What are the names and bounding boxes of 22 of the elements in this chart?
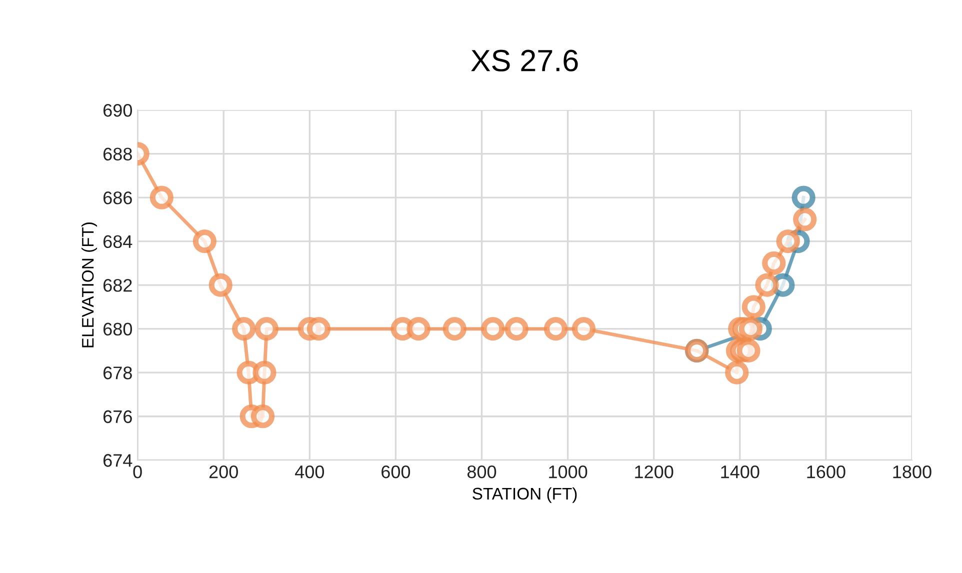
x-tick-label: 800 bbox=[467, 465, 496, 478]
x-tick-label: 1000 bbox=[549, 465, 588, 478]
y-tick-label: 680 bbox=[104, 322, 132, 336]
chart-title: XS 27.6 bbox=[471, 50, 578, 72]
y-axis-title: ELEVATION (FT) bbox=[81, 222, 98, 348]
x-tick-label: 1400 bbox=[721, 465, 760, 478]
y-tick-label: 676 bbox=[104, 410, 132, 424]
x-tick-label: 1600 bbox=[807, 465, 846, 478]
y-tick-label: 674 bbox=[104, 454, 132, 467]
x-tick-label: 600 bbox=[382, 465, 410, 478]
y-tick-label: 682 bbox=[104, 279, 132, 292]
x-axis-title: STATION (FT) bbox=[472, 487, 577, 503]
y-tick-label: 686 bbox=[104, 191, 132, 204]
y-tick-label: 690 bbox=[104, 104, 132, 117]
x-tick-label: 1800 bbox=[893, 465, 932, 478]
y-tick-label: 678 bbox=[104, 366, 132, 380]
x-tick-label: 400 bbox=[295, 465, 324, 478]
x-tick-label: 0 bbox=[133, 465, 142, 478]
x-tick-label: 1200 bbox=[635, 465, 674, 478]
y-tick-label: 684 bbox=[104, 235, 132, 248]
y-tick-label: 688 bbox=[104, 148, 132, 160]
x-tick-label: 200 bbox=[209, 465, 238, 478]
